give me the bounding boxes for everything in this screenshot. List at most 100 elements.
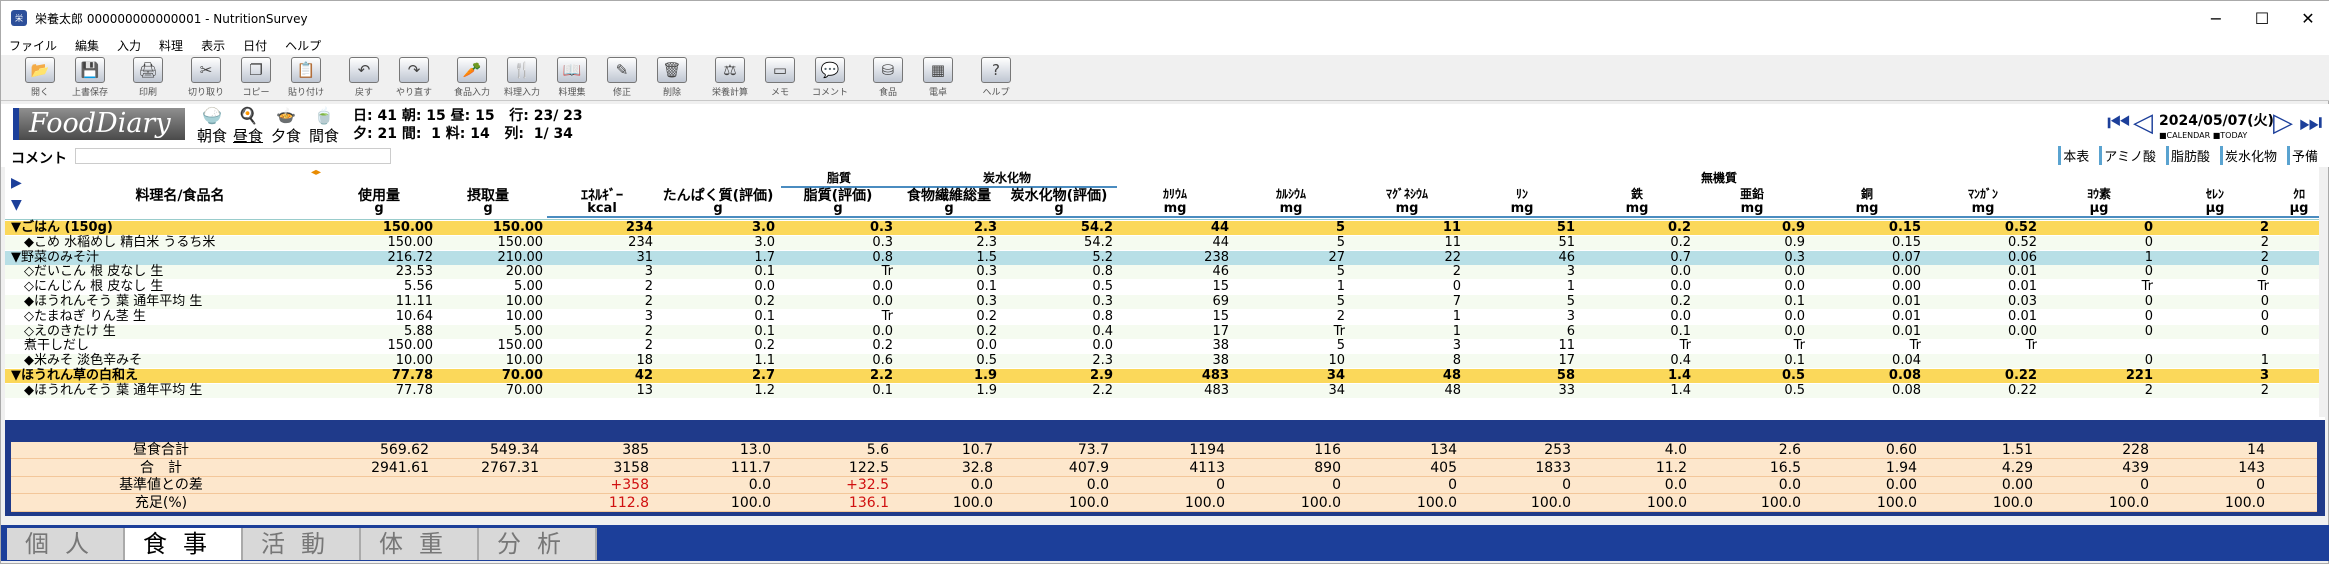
bottom-tab-0[interactable]: 個人 [7,528,125,560]
first-day-icon[interactable]: ⏮ [2107,108,2131,138]
toolbar-button-copy[interactable]: ❐ コピー [231,55,281,99]
table-row[interactable]: ◇えのきたけ 生 5.88 5.00 2 0.1 0.0 0.2 0.4 17 Tr 1 6 0.1 0.… [5,323,2325,339]
col-header-15[interactable]: ﾖｳ素 [2086,187,2111,201]
table-row[interactable]: ◆こめ 水稲めし 精白米 うるち米 150.00 150.00 234 3.0 0.3 2.… [5,234,2325,250]
table-row[interactable]: ▼ほうれん草の白和え 77.78 70.00 42 2.7 2.2 1.9 2.9 483 34 4… [5,369,2325,383]
comment-input[interactable] [75,148,391,164]
table-row[interactable]: ◇たまねぎ りん茎 生 10.64 10.00 3 0.1 Tr 0.2 0.8 15 2 1 3 0.… [5,309,2325,324]
toolbar-button-undo[interactable]: ↶ 戻す [339,55,389,99]
close-button[interactable]: ✕ [2301,8,2315,28]
toolbar-button-scissors[interactable]: ✂ 切り取り [181,55,231,99]
toolbar-button-trash[interactable]: 🗑 削除 [647,55,697,99]
toolbar-button-comment[interactable]: 💬 コメント [805,55,855,99]
prev-day-icon[interactable]: ◁ [2133,108,2153,138]
table-row[interactable]: ▼野菜のみそ汁 216.72 210.00 31 1.7 0.8 1.5 5.2 238 27 22… [5,250,2325,265]
meal-tab-dinner[interactable]: 🍲 夕食 [270,106,301,145]
collapse-icon[interactable]: ▼ [11,197,22,213]
col-header-10[interactable]: ﾘﾝ [1515,187,1528,201]
folder-icon: 📂 [25,57,55,83]
col-header-12[interactable]: 亜鉛 [1739,187,1764,201]
menu-item-2[interactable]: 入力 [117,38,142,53]
menu-item-5[interactable]: 日付 [243,38,268,53]
toolbar-button-memo[interactable]: ▭ メモ [755,55,805,99]
meal-tab-snack[interactable]: 🍵 間食 [308,106,339,145]
toolbar-button-carrot[interactable]: 🥕 食品入力 [447,55,497,99]
col-unit-15: μg [2041,201,2157,218]
row-cell: 2 [644,279,653,295]
col-header-1[interactable]: 摂取量 [467,188,509,204]
table-row[interactable]: ◇だいこん 根 皮なし 生 23.53 20.00 3 0.1 Tr 0.3 0.8 46 5 2 3… [5,265,2325,280]
toolbar-button-edit[interactable]: ✎ 修正 [597,55,647,99]
col-header-14[interactable]: ﾏﾝｶﾞﾝ [1967,187,1998,201]
col-header-13[interactable]: 銅 [1860,187,1873,201]
view-tab-0[interactable]: 本表 [2058,146,2089,165]
table-row[interactable]: ◆米みそ 淡色辛みそ 10.00 10.00 18 1.1 0.6 0.5 2.3 38 10 8 1… [5,353,2325,369]
menu-item-4[interactable]: 表示 [201,38,226,53]
menu-item-1[interactable]: 編集 [75,38,100,53]
expand-icon[interactable]: ▶ [11,175,22,191]
summary-cell: +358 [610,477,649,493]
row-cell: 0.1 [1670,323,1691,339]
view-tab-3[interactable]: 炭水化物 [2219,146,2277,165]
toolbar-label: 食品入力 [453,88,490,98]
vertical-scrollbar[interactable] [2319,167,2327,417]
row-cell: 2.3 [976,234,997,250]
table-row[interactable]: ◇にんじん 根 皮なし 生 5.56 5.00 2 0.0 0.0 0.1 0.5 15 1 0 1 0… [5,279,2325,295]
col-header-5[interactable]: 食物繊維総量 [907,188,991,204]
col-header-3[interactable]: たんぱく質(評価) [662,188,774,204]
toolbar-button-redo[interactable]: ↷ やり直す [389,55,439,99]
bottom-tab-1[interactable]: 食事 [125,528,243,560]
bottom-tab-2[interactable]: 活動 [243,528,361,560]
table-row[interactable]: ▼ごはん (150g) 150.00 150.00 234 3.0 0.3 2.3 54.2 4… [5,221,2325,235]
toolbar-button-cutlery[interactable]: 🍴 料理入力 [497,55,547,99]
bottom-tab-3[interactable]: 体重 [361,528,479,560]
toolbar-button-scale[interactable]: ⚖ 栄養計算 [705,55,755,99]
row-cell: 34 [1326,368,1345,383]
col-header-11[interactable]: 鉄 [1630,187,1643,201]
col-header-16[interactable]: ｾﾚﾝ [2205,187,2224,201]
row-name: 煮干しだし [11,338,90,354]
toolbar-button-help[interactable]: ? ヘルプ [971,55,1021,99]
col-header-17[interactable]: ｸﾛ [2292,187,2305,201]
toolbar-button-cookbook[interactable]: 📖 料理集 [547,55,597,99]
col-name-header[interactable]: 料理名/食品名 [135,188,225,204]
meal-tab-breakfast[interactable]: 🍚 朝食 [196,106,227,145]
maximize-button[interactable]: ☐ [2254,8,2270,28]
table-row[interactable]: ◆ほうれんそう 葉 通年平均 生 11.11 10.00 2 0.2 0.0 0.3 0.3 6… [5,295,2325,309]
toolbar-button-print[interactable]: 🖨 印刷 [123,55,173,99]
current-date[interactable]: 2024/05/07(火) [2159,113,2274,129]
menu-item-0[interactable]: ファイル [9,38,58,53]
meal-tab-lunch[interactable]: 🍳 昼食 [232,106,263,145]
column-resize-icon[interactable]: ◂▸ [311,167,322,178]
last-day-icon[interactable]: ⏭ [2299,108,2323,138]
minimize-button[interactable]: − [2209,8,2223,28]
col-header-7[interactable]: ｶﾘｳﾑ [1162,187,1187,201]
bottom-tab-4[interactable]: 分析 [479,528,597,560]
toolbar-button-folder[interactable]: 📂 開く [15,55,65,99]
col-unit-5: g [897,201,1001,218]
table-row[interactable]: ◆ほうれんそう 葉 通年平均 生 77.78 70.00 13 1.2 0.1 1.9 2.2… [5,383,2325,398]
view-tab-1[interactable]: アミノ酸 [2099,146,2156,165]
view-tab-4[interactable]: 予備 [2286,146,2318,165]
table-row[interactable]: 煮干しだし 150.00 150.00 2 0.2 0.2 0.0 0.0 38 5 3 11 Tr Tr… [5,338,2325,354]
col-header-0[interactable]: 使用量 [358,188,400,204]
view-tab-2[interactable]: 脂肪酸 [2165,146,2210,165]
next-day-icon[interactable]: ▷ [2273,108,2293,138]
lunch-icon: 🍳 [238,106,258,125]
toolbar-button-calculator[interactable]: ▦ 電卓 [913,55,963,99]
menu-item-6[interactable]: ヘルプ [285,38,322,53]
row-cell: 5 [1566,294,1575,309]
toolbar-button-paste[interactable]: 📋 貼り付け [281,55,331,99]
row-cell: 0.1 [1784,353,1805,369]
menu-item-3[interactable]: 料理 [159,38,184,53]
toolbar-button-save[interactable]: 💾 上書保存 [65,55,115,99]
calendar-today-links[interactable]: ■CALENDAR ■TODAY [2159,131,2248,140]
col-header-6[interactable]: 炭水化物(評価) [1010,188,1108,204]
col-header-8[interactable]: ｶﾙｼｳﾑ [1275,187,1306,201]
toolbar-button-food-db[interactable]: ⛁ 食品 [863,55,913,99]
summary-cell: 4.0 [1664,442,1687,458]
col-header-2[interactable]: ｴﾈﾙｷﾞｰ [581,188,623,204]
col-header-9[interactable]: ﾏｸﾞﾈｼｳﾑ [1385,187,1428,201]
summary-cell: +32.5 [846,477,889,493]
col-header-4[interactable]: 脂質(評価) [803,188,873,204]
